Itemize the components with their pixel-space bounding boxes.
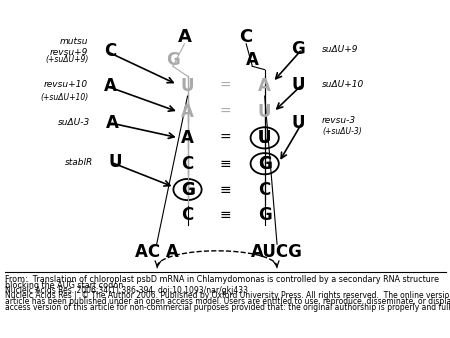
Text: U: U: [292, 75, 305, 94]
Text: U: U: [181, 77, 194, 95]
Text: A: A: [246, 51, 259, 69]
Text: C: C: [104, 42, 116, 61]
Circle shape: [251, 153, 279, 174]
Text: G: G: [258, 155, 271, 173]
Circle shape: [251, 127, 279, 148]
Text: revsu-3: revsu-3: [322, 117, 356, 125]
Text: =: =: [219, 131, 231, 145]
Text: U: U: [258, 129, 271, 147]
Text: A: A: [106, 114, 119, 131]
Text: G: G: [166, 51, 180, 69]
Text: A: A: [258, 77, 271, 95]
Text: A: A: [177, 27, 191, 46]
Text: revsu+10: revsu+10: [44, 80, 88, 89]
Text: =: =: [219, 79, 231, 93]
Text: G: G: [292, 40, 305, 58]
Text: (+suΔU+10): (+suΔU+10): [40, 93, 88, 102]
Text: G: G: [180, 180, 194, 198]
Text: A: A: [181, 103, 194, 121]
Text: suΔU+10: suΔU+10: [322, 80, 364, 89]
Text: U: U: [258, 103, 271, 121]
Text: U: U: [108, 153, 122, 171]
Text: (+suΔU-3): (+suΔU-3): [322, 127, 362, 136]
Text: blocking the AUG start codon: blocking the AUG start codon: [5, 281, 124, 290]
Text: U: U: [292, 114, 305, 131]
Text: C: C: [181, 155, 194, 173]
Text: Nucleic Acids Res. 2006;34(1):386-394. doi:10.1093/nar/gkj433: Nucleic Acids Res. 2006;34(1):386-394. d…: [5, 286, 248, 295]
Text: (+suΔU+9): (+suΔU+9): [45, 55, 88, 64]
Text: ≡: ≡: [219, 157, 231, 171]
Text: access version of this article for non-commercial purposes provided that: the or: access version of this article for non-c…: [5, 303, 450, 312]
Text: G: G: [180, 180, 194, 198]
Text: Nucleic Acids Res |  © The Author 2006. Published by Oxford University Press. Al: Nucleic Acids Res | © The Author 2006. P…: [5, 291, 450, 300]
Text: C: C: [259, 180, 271, 198]
Text: G: G: [258, 207, 271, 224]
Text: AC A: AC A: [135, 243, 179, 262]
Text: G: G: [258, 155, 271, 173]
Text: stablR: stablR: [64, 158, 93, 167]
Text: suΔU+9: suΔU+9: [322, 45, 359, 54]
Text: From:  Translation of chloroplast psbD mRNA in Chlamydomonas is controlled by a : From: Translation of chloroplast psbD mR…: [5, 275, 439, 285]
Text: suΔU-3: suΔU-3: [58, 118, 90, 127]
Text: C: C: [181, 207, 194, 224]
Text: ≡: ≡: [219, 183, 231, 196]
Circle shape: [173, 179, 202, 200]
Text: U: U: [258, 129, 271, 147]
Text: AUCG: AUCG: [251, 243, 303, 262]
Text: C: C: [239, 27, 253, 46]
Text: mutsu
revsu+9: mutsu revsu+9: [50, 37, 88, 57]
Text: =: =: [219, 105, 231, 119]
Text: A: A: [181, 129, 194, 147]
Text: article has been published under an open access model. Users are entitled to use: article has been published under an open…: [5, 297, 450, 307]
Text: A: A: [104, 77, 117, 95]
Text: ≡: ≡: [219, 208, 231, 222]
